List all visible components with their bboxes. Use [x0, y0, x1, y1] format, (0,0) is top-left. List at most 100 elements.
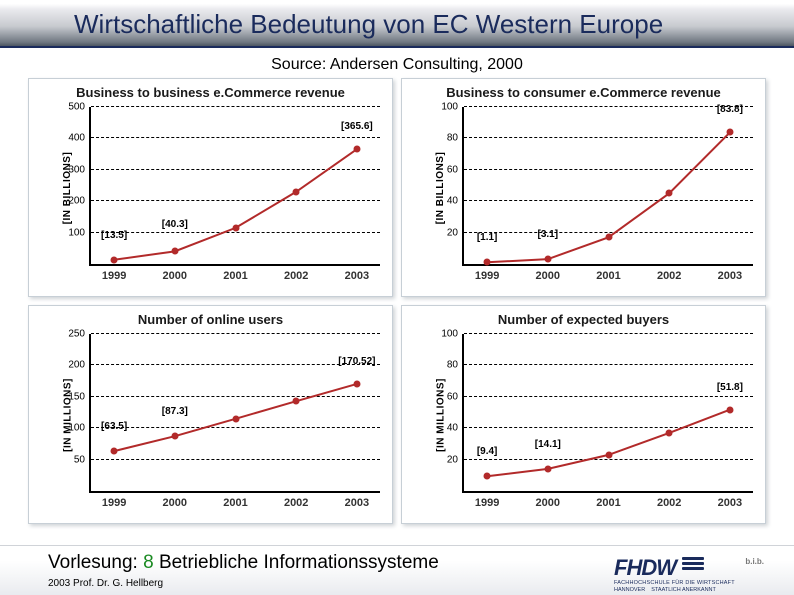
source-line: Source: Andersen Consulting, 2000	[0, 48, 794, 78]
x-tick: 2002	[284, 497, 308, 509]
y-tick: 100	[441, 102, 458, 113]
y-tick: 250	[68, 329, 85, 340]
y-axis-label: [IN BILLIONS]	[435, 151, 446, 224]
data-annotation: [13.5]	[100, 230, 128, 241]
y-tick: 150	[68, 391, 85, 402]
chart-area: 10020030040050019992000200120022003[13.5…	[89, 107, 380, 266]
data-point	[726, 406, 733, 413]
y-axis-label: [IN MILLIONS]	[435, 378, 446, 452]
chart-title: Business to consumer e.Commerce revenue	[402, 79, 765, 102]
x-tick: 1999	[475, 270, 499, 282]
chart-panel-b2c: Business to consumer e.Commerce revenue …	[401, 78, 766, 297]
data-annotation: [9.4]	[476, 446, 499, 457]
y-tick: 400	[68, 133, 85, 144]
logo-sub2: HANNOVER STAATLICH ANERKANNT	[614, 587, 764, 593]
data-point	[666, 190, 673, 197]
data-point	[544, 465, 551, 472]
chart-panel-b2b: Business to business e.Commerce revenue …	[28, 78, 393, 297]
x-tick: 1999	[102, 270, 126, 282]
data-point	[353, 380, 360, 387]
bib-label: b.i.b.	[745, 557, 764, 566]
y-tick: 80	[447, 360, 458, 371]
x-tick: 2001	[596, 270, 620, 282]
data-annotation: [51.8]	[716, 382, 744, 393]
y-tick: 50	[74, 454, 85, 465]
x-tick: 2003	[718, 270, 742, 282]
data-annotation: [63.5]	[100, 421, 128, 432]
lecture-number: 8	[143, 552, 154, 573]
data-point	[484, 259, 491, 266]
footer-bar: Vorlesung: 8 Betriebliche Informationssy…	[0, 545, 794, 595]
logo-text: FHDW	[614, 555, 676, 581]
chart-panel-users: Number of online users [IN MILLIONS] 501…	[28, 305, 393, 524]
data-point	[111, 256, 118, 263]
x-tick: 2000	[163, 497, 187, 509]
y-tick: 40	[447, 196, 458, 207]
y-tick: 60	[447, 391, 458, 402]
x-tick: 2000	[163, 270, 187, 282]
credit-line: 2003 Prof. Dr. G. Hellberg	[48, 578, 163, 589]
y-tick: 100	[441, 329, 458, 340]
data-annotation: [1.1]	[476, 232, 499, 243]
y-tick: 40	[447, 423, 458, 434]
data-point	[726, 129, 733, 136]
lecture-line: Vorlesung: 8 Betriebliche Informationssy…	[48, 552, 439, 574]
chart-area: 5010015020025019992000200120022003[63.5]…	[89, 334, 380, 493]
data-point	[232, 415, 239, 422]
data-annotation: [365.6]	[340, 121, 374, 132]
logo-bars-icon	[682, 555, 704, 572]
x-tick: 1999	[475, 497, 499, 509]
y-tick: 20	[447, 454, 458, 465]
y-tick: 100	[68, 227, 85, 238]
x-tick: 2003	[345, 270, 369, 282]
chart-area: 2040608010019992000200120022003[1.1][3.1…	[462, 107, 753, 266]
y-tick: 200	[68, 360, 85, 371]
lecture-prefix: Vorlesung:	[48, 552, 138, 573]
x-tick: 2000	[536, 497, 560, 509]
data-point	[293, 398, 300, 405]
y-tick: 60	[447, 164, 458, 175]
x-tick: 1999	[102, 497, 126, 509]
data-annotation: [83.8]	[716, 104, 744, 115]
data-point	[353, 146, 360, 153]
data-point	[605, 234, 612, 241]
y-tick: 20	[447, 227, 458, 238]
x-tick: 2000	[536, 270, 560, 282]
page-title: Wirtschaftliche Bedeutung von EC Western…	[74, 9, 663, 40]
x-tick: 2003	[718, 497, 742, 509]
chart-title: Number of expected buyers	[402, 306, 765, 329]
data-point	[171, 433, 178, 440]
chart-title: Business to business e.Commerce revenue	[29, 79, 392, 102]
data-annotation: [40.3]	[161, 219, 189, 230]
data-annotation: [14.1]	[534, 439, 562, 450]
y-tick: 500	[68, 102, 85, 113]
chart-area: 2040608010019992000200120022003[9.4][14.…	[462, 334, 753, 493]
chart-panel-buyers: Number of expected buyers [IN MILLIONS] …	[401, 305, 766, 524]
data-point	[605, 451, 612, 458]
x-tick: 2003	[345, 497, 369, 509]
chart-line	[464, 334, 753, 491]
x-tick: 2001	[223, 497, 247, 509]
x-tick: 2002	[284, 270, 308, 282]
chart-grid: Business to business e.Commerce revenue …	[0, 78, 794, 524]
data-annotation: [3.1]	[537, 229, 560, 240]
data-point	[171, 248, 178, 255]
y-tick: 200	[68, 196, 85, 207]
logo-block: b.i.b. FHDW FACHHOCHSCHULE FÜR DIE WIRTS…	[614, 555, 764, 587]
y-axis-label: [IN MILLIONS]	[62, 378, 73, 452]
chart-title: Number of online users	[29, 306, 392, 329]
data-point	[484, 473, 491, 480]
data-point	[232, 224, 239, 231]
chart-line	[91, 107, 380, 264]
y-tick: 80	[447, 133, 458, 144]
y-tick: 300	[68, 164, 85, 175]
y-axis-label: [IN BILLIONS]	[62, 151, 73, 224]
data-annotation: [170.52]	[337, 356, 376, 367]
data-point	[111, 448, 118, 455]
data-annotation: [87.3]	[161, 406, 189, 417]
x-tick: 2001	[223, 270, 247, 282]
data-point	[666, 429, 673, 436]
title-bar: Wirtschaftliche Bedeutung von EC Western…	[0, 0, 794, 48]
x-tick: 2002	[657, 497, 681, 509]
x-tick: 2002	[657, 270, 681, 282]
